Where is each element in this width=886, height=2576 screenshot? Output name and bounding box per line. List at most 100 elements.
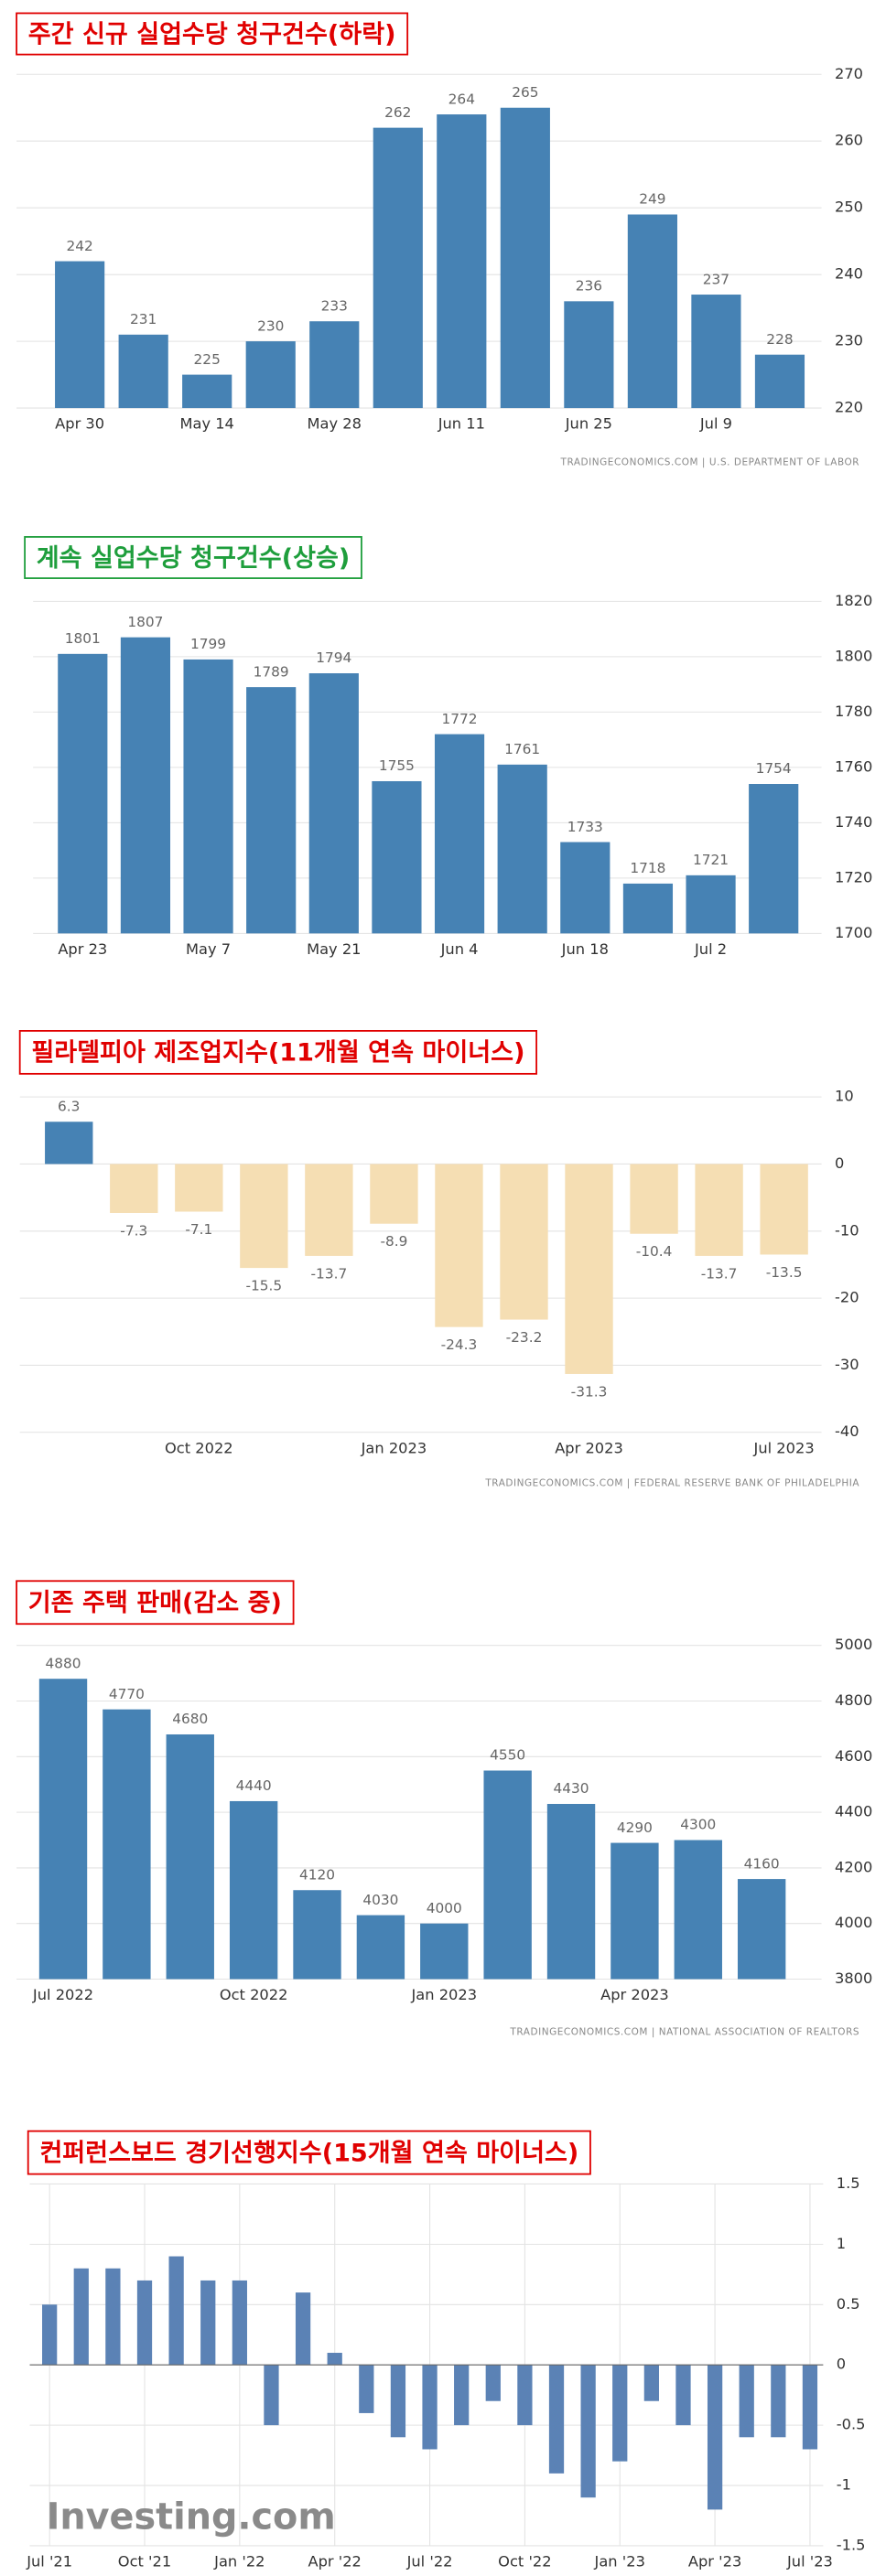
bar (754, 354, 805, 409)
bar (622, 883, 674, 934)
source: TRADINGECONOMICS.COM | U.S. DEPARTMENT O… (560, 457, 860, 468)
chart: 컨퍼런스보드 경기선행지수(15개월 연속 마이너스) -1.5 -1 -0.5 0 0.… (26, 2130, 866, 2571)
x-tick-label: Apr 23 (58, 940, 107, 958)
bar (437, 114, 487, 409)
value-label: 231 (130, 311, 157, 327)
y-tick-label: -0.5 (837, 2416, 866, 2433)
bar (55, 261, 105, 409)
bar (240, 1164, 288, 1269)
chart-title: 기존 주택 판매(감소 중) (28, 1589, 282, 1617)
bar (45, 1122, 93, 1165)
bar (182, 374, 232, 409)
value-label: 1733 (567, 819, 603, 835)
value-label: 4550 (490, 1747, 525, 1764)
bar (497, 764, 547, 934)
bar (305, 1164, 353, 1256)
value-label: 1718 (630, 860, 665, 876)
x-tick-label: Oct '22 (498, 2553, 551, 2571)
bar (565, 1164, 613, 1374)
value-label: 4680 (172, 1711, 208, 1727)
x-tick-label: Jan '23 (594, 2553, 645, 2571)
chart-title: 필라델피아 제조업지수(11개월 연속 마이너스) (31, 1039, 524, 1068)
y-tick-label: 1820 (835, 592, 872, 609)
bar (517, 2365, 533, 2426)
bar (175, 1164, 223, 1212)
value-label: 233 (321, 297, 348, 314)
y-tick-label: -20 (835, 1289, 859, 1306)
watermark: Investing.com (47, 2496, 336, 2538)
bar (454, 2365, 470, 2426)
value-label: 1755 (379, 757, 415, 774)
x-tick-label: Jul 2 (694, 940, 727, 958)
value-label: 4770 (109, 1686, 145, 1702)
y-tick-label: 4400 (835, 1803, 872, 1820)
bar (105, 2268, 121, 2366)
value-label: -10.4 (636, 1243, 673, 1260)
y-tick-label: 0 (837, 2356, 846, 2373)
x-tick-label: Jun 11 (438, 415, 485, 433)
x-tick-label: Jan 2023 (410, 1986, 477, 2003)
y-tick-label: -30 (835, 1356, 859, 1373)
y-tick-label: 1740 (835, 813, 872, 831)
value-label: 230 (257, 317, 284, 334)
bar (370, 1164, 418, 1224)
x-tick-label: Jul 9 (699, 415, 732, 433)
title-box (24, 536, 362, 579)
bar (422, 2365, 438, 2450)
value-label: 262 (384, 104, 411, 121)
bar (695, 1164, 743, 1256)
bar (73, 2268, 89, 2366)
x-tick-label: Jun 4 (440, 940, 479, 958)
chart: 주간 신규 실업수당 청구건수(하락) 220 230 240 250 260 270 Apr… (16, 12, 863, 468)
y-tick-label: 270 (835, 65, 863, 82)
x-tick-label: Apr '22 (308, 2553, 361, 2571)
y-tick-label: 240 (835, 265, 863, 283)
x-tick-label: Oct '21 (118, 2553, 171, 2571)
bar (309, 321, 360, 409)
value-label: 225 (194, 351, 221, 368)
x-tick-label: May 7 (186, 940, 231, 958)
value-label: 4290 (617, 1819, 653, 1836)
x-tick-label: Apr '23 (688, 2553, 741, 2571)
value-label: 6.3 (58, 1099, 80, 1115)
value-label: -13.7 (701, 1265, 738, 1282)
value-label: -15.5 (246, 1277, 283, 1293)
y-tick-label: 0 (835, 1154, 844, 1172)
bar (686, 875, 736, 934)
y-tick-label: 1 (837, 2235, 846, 2252)
bar (372, 780, 422, 934)
value-label: 4120 (299, 1866, 335, 1883)
chart-title: 계속 실업수당 청구건수(상승) (37, 544, 351, 573)
bar (246, 687, 297, 934)
bar (390, 2365, 406, 2438)
y-tick-label: 1720 (835, 868, 872, 886)
bar (691, 295, 741, 409)
value-label: 265 (512, 84, 538, 101)
value-label: -7.1 (185, 1221, 212, 1238)
y-tick-label: 4800 (835, 1691, 872, 1709)
chart: 계속 실업수당 청구건수(상승) 1700 1720 1740 1760 1780 1800… (24, 536, 872, 958)
bar (168, 2256, 184, 2366)
title-box (27, 2130, 591, 2175)
x-tick-label: Apr 2023 (600, 1986, 669, 2003)
bar (560, 842, 610, 934)
value-label: 4880 (45, 1655, 81, 1671)
bar (674, 1840, 722, 1980)
bar (627, 214, 677, 409)
y-tick-label: 4200 (835, 1858, 872, 1875)
value-label: 237 (703, 271, 729, 287)
bar (483, 1770, 532, 1980)
bar (675, 2365, 691, 2426)
value-label: 249 (639, 191, 665, 208)
bar (58, 653, 108, 934)
y-tick-label: 3800 (835, 1970, 872, 1987)
bar (264, 2365, 279, 2426)
y-tick-label: -1 (837, 2476, 851, 2494)
value-label: -13.7 (311, 1265, 348, 1282)
x-tick-label: May 21 (307, 940, 361, 958)
x-tick-label: Jan '22 (213, 2553, 265, 2571)
value-label: 1789 (254, 663, 289, 680)
bar (546, 1803, 596, 1980)
bar (120, 637, 171, 934)
